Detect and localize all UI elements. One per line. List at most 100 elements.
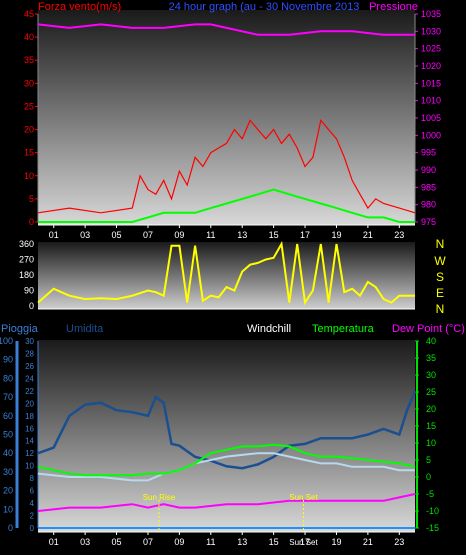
rain-axis-tick-label: 30 — [3, 467, 13, 477]
rain-axis-tick-label: 50 — [3, 430, 13, 440]
humidity-axis-tick-label: 24 — [25, 374, 34, 383]
humidity-axis-tick-label: 10 — [25, 462, 34, 471]
wind-speed-title-unit: (m/s) — [96, 1, 121, 13]
wind-speed-title: Forza vento(m/s) — [38, 1, 121, 13]
temperature-line — [37, 443, 416, 477]
x-tick-label: 11 — [206, 537, 215, 547]
x-tick-label: 05 — [112, 230, 122, 240]
rain-axis-tick-label: 80 — [3, 373, 13, 383]
rain-axis-tick-label: 90 — [3, 355, 13, 365]
x-tick-label: 11 — [206, 230, 215, 240]
humidity-axis-tick-label: 28 — [25, 349, 34, 358]
x-tick-label: 03 — [80, 230, 90, 240]
humidity-axis-tick-label: 12 — [25, 449, 34, 458]
humidity-axis-tick-label: 20 — [25, 399, 34, 408]
humidity-line — [37, 391, 417, 470]
pressure-axis-tick-label: 990 — [421, 165, 436, 175]
x-tick-label: 01 — [49, 230, 59, 240]
temperature-axis-tick-label: 30 — [426, 370, 436, 380]
wind-speed-title-label: Forza vento — [38, 1, 96, 13]
wind-axis-tick-label: 25 — [24, 101, 34, 111]
pressure-axis-tick-label: 980 — [421, 200, 436, 210]
wind-axis-tick-label: 40 — [24, 32, 34, 42]
x-tick-label: 05 — [112, 537, 122, 547]
pressure-axis-tick-label: 1015 — [421, 78, 441, 88]
humidity-axis-tick-label: 30 — [25, 337, 34, 346]
temperature-axis-tick-label: 40 — [426, 336, 436, 346]
x-tick-label: 17 — [300, 537, 310, 547]
sunrise-label: Sun Rise — [143, 493, 176, 502]
x-tick-label: 07 — [143, 230, 153, 240]
x-tick-label: 23 — [394, 230, 404, 240]
wind-direction-line — [37, 240, 415, 306]
rain-axis-tick-label: 40 — [3, 448, 13, 458]
rain-title: Pioggia — [1, 323, 39, 335]
sunset-axis-label: Sun Set — [289, 538, 318, 547]
dewpoint-line — [37, 493, 416, 512]
wind-speed-line — [37, 118, 416, 214]
rain-axis-tick-label: 10 — [3, 504, 13, 514]
x-tick-label: 23 — [394, 537, 404, 547]
wind-pressure-plot-area — [38, 10, 415, 225]
wind-axis-tick-label: 10 — [24, 171, 34, 181]
compass-w: W — [434, 254, 446, 268]
x-tick-label: 13 — [237, 537, 247, 547]
direction-axis-tick-label: 180 — [19, 270, 34, 280]
humidity-axis-tick-label: 4 — [30, 499, 35, 508]
humidity-axis-tick-label: 2 — [30, 512, 35, 521]
wind-axis-tick-label: 30 — [24, 78, 34, 88]
direction-axis-tick-label: 0 — [29, 301, 34, 311]
temperature-title: Temperatura — [312, 323, 375, 335]
temperature-axis-tick-label: -15 — [426, 523, 439, 533]
sunset-label: Sun Set — [289, 493, 318, 502]
compass-e: E — [436, 286, 444, 300]
temperature-axis-tick-label: -5 — [426, 489, 434, 499]
x-tick-label: 19 — [331, 537, 341, 547]
rain-axis-tick-label: 0 — [8, 523, 13, 533]
x-tick-label: 21 — [363, 230, 373, 240]
x-tick-label: 01 — [49, 537, 59, 547]
humidity-axis-tick-label: 18 — [25, 412, 34, 421]
pressure-axis-tick-label: 975 — [421, 217, 436, 227]
compass-n-bottom: N — [436, 302, 445, 316]
humidity-title: Umidita — [66, 323, 104, 335]
pressure-axis-tick-label: 1020 — [421, 61, 441, 71]
dewpoint-title: Dew Point (°C) — [392, 323, 465, 335]
temperature-axis-tick-label: -10 — [426, 506, 439, 516]
direction-axis-tick-label: 90 — [24, 286, 34, 296]
x-tick-label: 13 — [237, 230, 247, 240]
humidity-axis-tick-label: 6 — [30, 487, 35, 496]
compass-s: S — [436, 270, 444, 284]
pressure-axis-tick-label: 985 — [421, 182, 436, 192]
wind-axis-tick-label: 35 — [24, 55, 34, 65]
rain-axis-tick-label: 60 — [3, 411, 13, 421]
pressure-title: Pressione — [369, 1, 418, 13]
temperature-axis-tick-label: 0 — [426, 472, 431, 482]
x-tick-label: 03 — [80, 537, 90, 547]
temperature-axis-tick-label: 20 — [426, 404, 436, 414]
temperature-axis-tick-label: 5 — [426, 455, 431, 465]
wind-axis-tick-label: 45 — [24, 9, 34, 19]
direction-axis-tick-label: 270 — [19, 255, 34, 265]
wind-axis-tick-label: 20 — [24, 125, 34, 135]
pressure-line — [37, 23, 415, 36]
x-tick-label: 21 — [363, 537, 373, 547]
direction-axis-tick-label: 360 — [19, 239, 34, 249]
x-tick-label: 15 — [269, 230, 279, 240]
temperature-axis-tick-label: 35 — [426, 353, 436, 363]
temperature-axis-tick-label: 10 — [426, 438, 436, 448]
pressure-axis-tick-label: 995 — [421, 148, 436, 158]
windchill-title: Windchill — [247, 323, 291, 335]
pressure-axis-tick-label: 1005 — [421, 113, 441, 123]
humidity-axis-tick-label: 0 — [30, 524, 35, 533]
rain-axis-tick-label: 70 — [3, 392, 13, 402]
humidity-axis-tick-label: 22 — [25, 387, 34, 396]
x-tick-label: 19 — [331, 230, 341, 240]
x-tick-label: 09 — [174, 230, 184, 240]
rain-axis-tick-label: 100 — [0, 336, 13, 346]
chart-date-title: 24 hour graph (au - 30 Novembre 2013 — [169, 1, 360, 13]
x-tick-label: 09 — [174, 537, 184, 547]
pressure-axis-tick-label: 1010 — [421, 96, 441, 106]
rain-axis-tick-label: 20 — [3, 486, 13, 496]
